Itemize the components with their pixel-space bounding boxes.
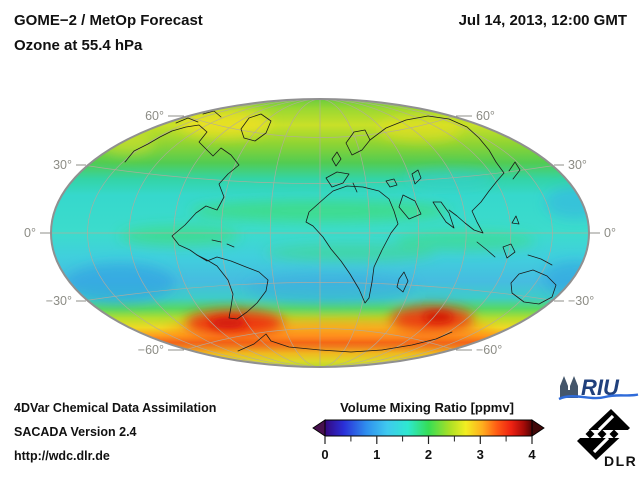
colorbar-tick-1: 1 [373, 447, 380, 462]
colorbar-ticks [324, 436, 533, 444]
lat-label-30n-left: 30° [53, 158, 72, 172]
colorbar-over-arrow [531, 419, 545, 437]
map-canvas: 60° 60° 30° 30° 0° 0° −30° −30° −60° −60… [24, 98, 616, 368]
lat-label-30s-right: −30° [568, 294, 594, 308]
timestamp: Jul 14, 2013, 12:00 GMT [458, 12, 627, 29]
coastlines [124, 110, 557, 353]
colorbar-gradient [324, 419, 533, 437]
page-title: GOME−2 / MetOp Forecast [14, 12, 203, 29]
colorbar-tick-2: 2 [425, 447, 432, 462]
colorbar-tick-labels: 0 1 2 3 4 [321, 447, 536, 462]
ozone-field [51, 99, 589, 367]
colorbar-title: Volume Mixing Ratio [ppmv] [340, 400, 514, 415]
lat-label-60s-right: −60° [476, 343, 502, 357]
graticule [51, 99, 589, 367]
colorbar-canvas: Volume Mixing Ratio [ppmv] 0 1 2 3 4 [312, 400, 545, 462]
dlr-emblem-icon [572, 409, 636, 460]
latitude-labels: 60° 60° 30° 30° 0° 0° −30° −30° −60° −60… [24, 109, 616, 357]
latitude-ticks [40, 115, 600, 351]
lat-label-eq-right: 0° [604, 226, 616, 240]
riu-wave-icon [558, 393, 639, 401]
dlr-logo: DLR [570, 404, 640, 472]
lat-label-60s-left: −60° [138, 343, 164, 357]
lat-label-30s-left: −30° [46, 294, 72, 308]
lat-label-60n-right: 60° [476, 109, 495, 123]
colorbar: Volume Mixing Ratio [ppmv] 0 1 2 3 4 [308, 398, 558, 472]
riu-cathedral-icon [560, 376, 578, 398]
dlr-logo-text: DLR [604, 453, 637, 469]
lat-label-60n-left: 60° [145, 109, 164, 123]
lat-label-eq-left: 0° [24, 226, 36, 240]
dlr-logo-canvas: DLR [572, 409, 637, 469]
global-ozone-map: 60° 60° 30° 30° 0° 0° −30° −30° −60° −60… [0, 83, 640, 383]
page-subtitle: Ozone at 55.4 hPa [14, 37, 143, 54]
credit-line-version: SACADA Version 2.4 [14, 425, 137, 439]
globe-outline [50, 98, 590, 368]
colorbar-under-arrow [312, 419, 326, 437]
colorbar-tick-4: 4 [528, 447, 536, 462]
credit-line-url: http://wdc.dlr.de [14, 449, 110, 463]
colorbar-tick-0: 0 [321, 447, 328, 462]
colorbar-tick-3: 3 [477, 447, 484, 462]
riu-logo: RIU [556, 371, 640, 403]
riu-logo-canvas: RIU [558, 375, 639, 401]
lat-label-30n-right: 30° [568, 158, 587, 172]
credit-line-assimilation: 4DVar Chemical Data Assimilation [14, 401, 217, 415]
